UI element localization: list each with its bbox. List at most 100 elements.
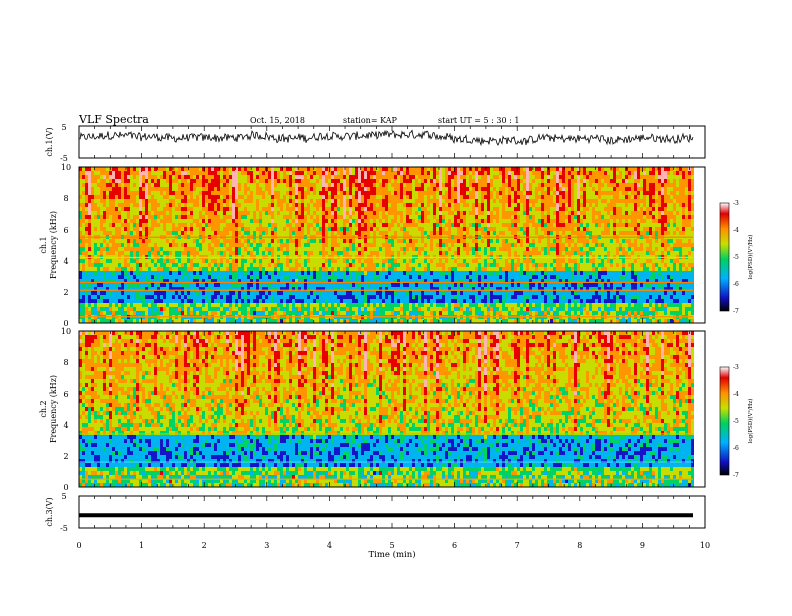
- spectrogram-cell: [226, 171, 229, 175]
- spectrogram-cell: [316, 167, 319, 171]
- spectrogram-cell: [376, 303, 379, 307]
- spectrogram-cell: [196, 167, 199, 171]
- spectrogram-cell: [106, 243, 109, 247]
- spectrogram-cell: [382, 283, 385, 287]
- spectrogram-cell: [349, 211, 352, 215]
- spectrogram-cell: [304, 319, 307, 323]
- spectrogram-cell: [133, 223, 136, 227]
- spectrogram-cell: [424, 187, 427, 191]
- spectrogram-cell: [322, 251, 325, 255]
- spectrogram-cell: [130, 283, 133, 287]
- spectrogram-cell: [433, 171, 436, 175]
- spectrogram-cell: [448, 183, 451, 187]
- spectrogram-cell: [205, 171, 208, 175]
- spectrogram-cell: [376, 199, 379, 203]
- spectrogram-cell: [208, 199, 211, 203]
- spectrogram-cell: [178, 179, 181, 183]
- spectrogram-cell: [100, 223, 103, 227]
- spectrogram-cell: [250, 251, 253, 255]
- spectrogram-cell: [160, 307, 163, 311]
- spectrogram-cell: [100, 203, 103, 207]
- spectrogram-cell: [181, 175, 184, 179]
- spectrogram-cell: [427, 219, 430, 223]
- spectrogram-cell: [361, 199, 364, 203]
- spectrogram-cell: [148, 263, 151, 267]
- spectrogram-cell: [220, 171, 223, 175]
- spectrogram-cell: [439, 239, 442, 243]
- spectrogram-cell: [145, 271, 148, 275]
- spectrogram-cell: [112, 271, 115, 275]
- spectrogram-cell: [412, 307, 415, 311]
- spectrogram-cell: [346, 291, 349, 295]
- spectrogram-cell: [166, 195, 169, 199]
- spectrogram-cell: [94, 203, 97, 207]
- spectrogram-cell: [445, 219, 448, 223]
- spectrogram-cell: [241, 271, 244, 275]
- spectrogram-cell: [442, 319, 445, 323]
- spectrogram-cell: [379, 279, 382, 283]
- spectrogram-cell: [340, 179, 343, 183]
- spectrogram-cell: [274, 227, 277, 231]
- spectrogram-cell: [421, 311, 424, 315]
- spectrogram-cell: [217, 175, 220, 179]
- spectrogram-cell: [376, 219, 379, 223]
- spectrogram-cell: [379, 195, 382, 199]
- spectrogram-cell: [148, 231, 151, 235]
- spectrogram-cell: [157, 243, 160, 247]
- spectrogram-cell: [427, 247, 430, 251]
- spectrogram-cell: [277, 291, 280, 295]
- spectrogram-cell: [292, 291, 295, 295]
- spectrogram-cell: [172, 187, 175, 191]
- spectrogram-cell: [388, 227, 391, 231]
- spectrogram-cell: [295, 291, 298, 295]
- spectrogram-cell: [238, 291, 241, 295]
- spectrogram-cell: [376, 283, 379, 287]
- spectrogram-cell: [430, 191, 433, 195]
- spectrogram-cell: [310, 283, 313, 287]
- spectrogram-cell: [460, 251, 463, 255]
- spectrogram-cell: [418, 219, 421, 223]
- spectrogram-cell: [379, 223, 382, 227]
- spectrogram-cell: [202, 279, 205, 283]
- spectrogram-cell: [244, 283, 247, 287]
- spectrogram-cell: [373, 303, 376, 307]
- spectrogram-cell: [457, 243, 460, 247]
- spectrogram-cell: [139, 171, 142, 175]
- spectrogram-cell: [103, 195, 106, 199]
- spectrogram-cell: [358, 283, 361, 287]
- spectrogram-cell: [373, 283, 376, 287]
- spectrogram-cell: [256, 175, 259, 179]
- spectrogram-cell: [433, 215, 436, 219]
- spectrogram-cell: [274, 251, 277, 255]
- spectrogram-cell: [391, 271, 394, 275]
- spectrogram-cell: [214, 223, 217, 227]
- spectrogram-cell: [292, 211, 295, 215]
- spectrogram-cell: [175, 211, 178, 215]
- spectrogram-cell: [94, 251, 97, 255]
- spectrogram-cell: [85, 199, 88, 203]
- spectrogram-cell: [358, 267, 361, 271]
- spectrogram-cell: [193, 199, 196, 203]
- spectrogram-cell: [448, 239, 451, 243]
- spectrogram-cell: [241, 219, 244, 223]
- spectrogram-cell: [148, 239, 151, 243]
- spectrogram-cell: [232, 215, 235, 219]
- spectrogram-cell: [379, 275, 382, 279]
- spectrogram-cell: [304, 203, 307, 207]
- spectrogram-cell: [343, 307, 346, 311]
- spectrogram-cell: [403, 215, 406, 219]
- spectrogram-cell: [445, 211, 448, 215]
- spectrogram-cell: [361, 263, 364, 267]
- spectrogram-cell: [367, 223, 370, 227]
- spectrogram-cell: [154, 187, 157, 191]
- spectrogram-cell: [97, 319, 100, 323]
- spectrogram-cell: [139, 199, 142, 203]
- spectrogram-cell: [382, 299, 385, 303]
- spectrogram-cell: [418, 267, 421, 271]
- spectrogram-cell: [205, 211, 208, 215]
- spectrogram-cell: [253, 179, 256, 183]
- spectrogram-cell: [289, 299, 292, 303]
- spectrogram-cell: [208, 247, 211, 251]
- spectrogram-cell: [391, 299, 394, 303]
- spectrogram-cell: [82, 219, 85, 223]
